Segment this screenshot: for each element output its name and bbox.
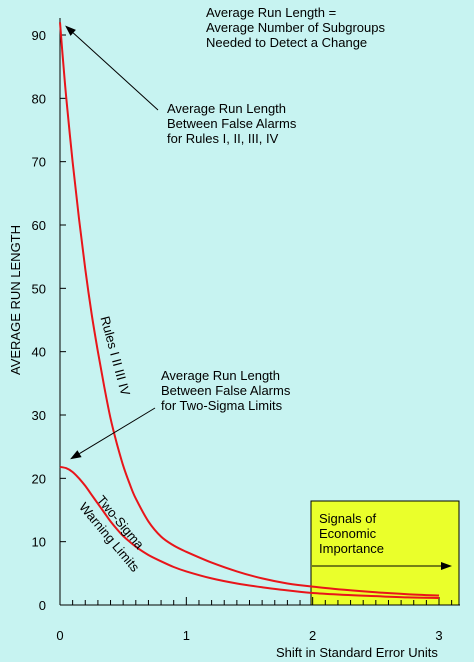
series (59, 22, 440, 599)
y-tick-label: 80 (32, 91, 46, 106)
y-tick-label: 20 (32, 471, 46, 486)
y-axis-ticks: 0 10 20 30 40 50 60 70 80 90 (32, 28, 66, 613)
x-tick-label: 2 (309, 628, 316, 643)
rules-curve-label: Rules I II III IV (98, 314, 134, 397)
x-axis-ticks: 0 1 2 3 (56, 597, 453, 643)
y-tick-label: 10 (32, 535, 46, 550)
economic-importance-label-line-1: Signals of (319, 511, 376, 526)
y-tick-label: 30 (32, 408, 46, 423)
two-sigma-series-line (59, 465, 440, 599)
y-axis-label: AVERAGE RUN LENGTH (8, 225, 23, 375)
annotation-two-sigma-line-3: for Two-Sigma Limits (161, 398, 283, 413)
y-tick-label: 60 (32, 218, 46, 233)
chart-title-line-1: Average Run Length = (206, 5, 336, 20)
chart-title-line-3: Needed to Detect a Change (206, 35, 367, 50)
annotation-two-sigma-line-2: Between False Alarms (161, 383, 291, 398)
x-axis-label: Shift in Standard Error Units (276, 645, 438, 660)
y-tick-label: 0 (39, 598, 46, 613)
y-tick-label: 40 (32, 345, 46, 360)
annotation-rules-line-1: Average Run Length (167, 101, 286, 116)
rules-series-line (59, 22, 440, 597)
annotation-rules-line-3: for Rules I, II, III, IV (167, 131, 279, 146)
x-tick-label: 3 (435, 628, 442, 643)
y-tick-label: 70 (32, 155, 46, 170)
y-tick-label: 50 (32, 281, 46, 296)
annotation-rules-arrowhead (65, 25, 76, 36)
chart-title-line-2: Average Number of Subgroups (206, 20, 385, 35)
economic-importance-label-line-3: Importance (319, 541, 384, 556)
annotation-two-sigma-line-1: Average Run Length (161, 368, 280, 383)
economic-importance-label-line-2: Economic (319, 526, 377, 541)
economic-importance-box (310, 500, 460, 606)
x-tick-label: 1 (183, 628, 190, 643)
y-tick-label: 90 (32, 28, 46, 43)
annotation-rules-line-2: Between False Alarms (167, 116, 297, 131)
axes: 0 10 20 30 40 50 60 70 80 90 0 1 2 3 (32, 18, 460, 643)
x-tick-label: 0 (56, 628, 63, 643)
economic-importance-arrowhead (441, 562, 452, 570)
annotation-arrows (65, 25, 159, 460)
annotation-two-sigma-arrowhead (70, 450, 82, 460)
economic-importance-region: Signals of Economic Importance (310, 500, 460, 606)
annotation-rules-arrow (72, 32, 159, 111)
annotation-two-sigma-arrow (79, 407, 156, 455)
